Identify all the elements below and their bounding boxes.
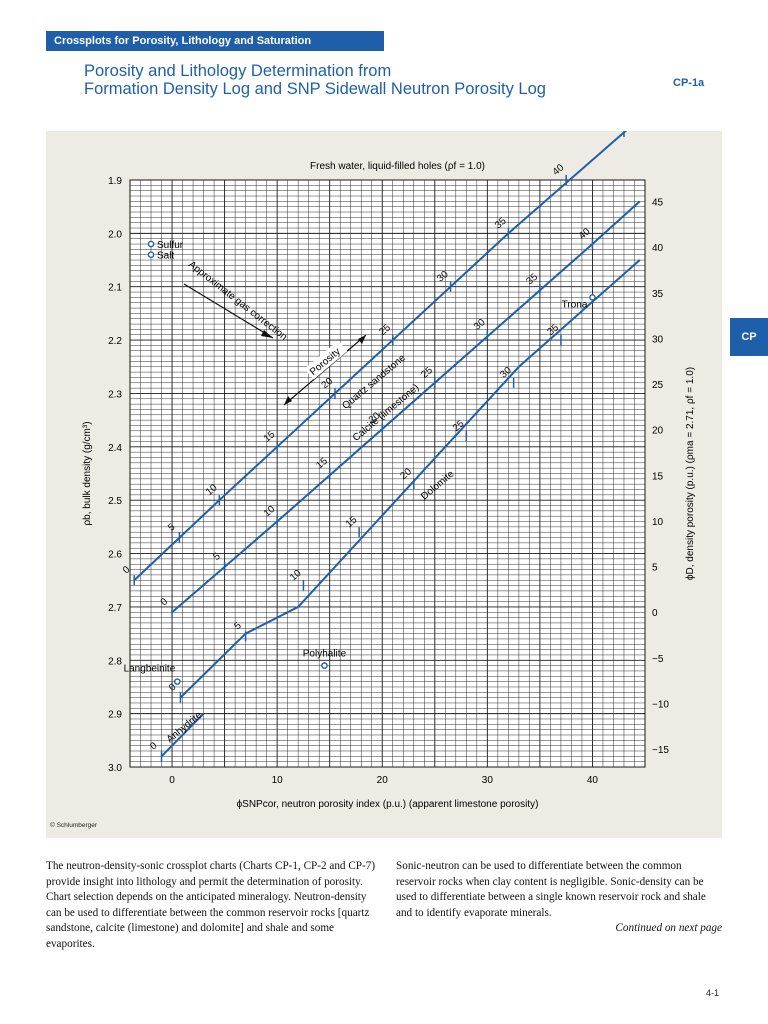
- series-porosity-label: 0: [167, 681, 179, 693]
- series-porosity-label: 0: [159, 596, 171, 608]
- y2-axis-label: ϕD, density porosity (p.u.) (ρma = 2.71,…: [685, 367, 696, 580]
- x-tick-label: 10: [272, 775, 284, 786]
- y2-tick-label: 15: [652, 471, 664, 482]
- y-tick-label: 2.2: [108, 336, 122, 347]
- title-line-1: Porosity and Lithology Determination fro…: [84, 62, 392, 80]
- x-tick-label: 40: [587, 775, 599, 786]
- y2-tick-label: 35: [652, 289, 664, 300]
- mineral-point: [147, 251, 155, 259]
- title-line-2: Formation Density Log and SNP Sidewall N…: [84, 80, 546, 98]
- cp-tab[interactable]: CP: [730, 318, 768, 356]
- series-porosity-label: 0: [148, 740, 160, 752]
- y2-tick-label: 25: [652, 380, 664, 391]
- copyright: © Schlumberger: [50, 822, 98, 829]
- y-tick-label: 3.0: [108, 763, 122, 774]
- y-tick-label: 2.1: [108, 283, 122, 294]
- mineral-point: [321, 662, 328, 669]
- porosity-arrow: [283, 334, 367, 406]
- mineral-label: Langbeinite: [124, 664, 176, 675]
- y2-tick-label: 0: [652, 608, 658, 619]
- mineral-label: Polyhalite: [303, 649, 347, 660]
- body-text-right: Sonic-neutron can be used to differentia…: [396, 860, 706, 919]
- x-axis-label: ϕSNPcor, neutron porosity index (p.u.) (…: [237, 799, 539, 810]
- x-tick-label: 20: [377, 775, 389, 786]
- y2-tick-label: 20: [652, 426, 664, 437]
- y-tick-label: 1.9: [108, 176, 122, 187]
- chart-subtitle: Fresh water, liquid-filled holes (ρf = 1…: [310, 161, 485, 172]
- porosity-label-bg: [304, 340, 348, 380]
- mineral-label: Sulfur: [157, 240, 184, 251]
- porosity-arrowhead-low: [284, 396, 292, 405]
- x-tick-label: 0: [169, 775, 175, 786]
- crossplot-chart: 0 10 20 30 40 1.9 2.0 2.1 2.2 2.3 2.4 2.5 2.6 2.7 2.8 2…: [82, 131, 696, 810]
- series-line: [133, 131, 628, 581]
- mineral-label: Salt: [157, 251, 174, 262]
- x-tick-label: 30: [482, 775, 494, 786]
- series-line: [179, 259, 641, 699]
- gas-correction-arrow: [183, 283, 274, 339]
- continued-note: Continued on next page: [615, 922, 722, 934]
- mineral-point: [589, 294, 596, 301]
- y2-tick-label: 40: [652, 243, 664, 254]
- series-porosity-label: 5: [166, 521, 178, 533]
- y-tick-label: 2.8: [108, 656, 122, 667]
- mineral-point: [173, 678, 181, 685]
- y2-tick-label: −10: [652, 699, 669, 710]
- y-tick-label: 2.4: [108, 443, 122, 454]
- y-tick-label: 2.9: [108, 710, 122, 721]
- gas-correction-arrowhead: [261, 330, 273, 338]
- y-tick-label: 2.3: [108, 389, 122, 400]
- y2-tick-label: −5: [652, 654, 664, 665]
- y2-tick-label: 10: [652, 517, 664, 528]
- body-text-left: The neutron-density-sonic crossplot char…: [46, 860, 376, 950]
- y-tick-label: 2.6: [108, 550, 122, 561]
- y2-tick-label: 45: [652, 198, 664, 209]
- series-porosity-label: 5: [211, 551, 223, 563]
- page-title: Porosity and Lithology Determination fro…: [84, 62, 664, 98]
- chart-code: CP-1a: [673, 77, 705, 89]
- section-header: Crossplots for Porosity, Lithology and S…: [46, 31, 384, 51]
- series-porosity-label: 40: [551, 162, 567, 178]
- y2-tick-label: 30: [652, 334, 664, 345]
- page-number: 4-1: [706, 988, 720, 998]
- mineral-point: [147, 240, 155, 248]
- y-tick-label: 2.7: [108, 603, 122, 614]
- y-tick-label: 2.0: [108, 229, 122, 240]
- y-axis-label: ρb, bulk density (g/cm³): [82, 421, 93, 525]
- series-porosity-label: 0: [121, 564, 133, 576]
- porosity-arrowhead-high: [358, 335, 366, 344]
- series-line: [160, 712, 205, 758]
- mineral-label: Trona: [562, 299, 588, 310]
- y2-tick-label: 5: [652, 563, 658, 574]
- chart-panel: 0 10 20 30 40 1.9 2.0 2.1 2.2 2.3 2.4 2.5 2.6 2.7 2.8 2…: [46, 131, 722, 838]
- y2-tick-label: −15: [652, 745, 669, 756]
- y-tick-label: 2.5: [108, 496, 122, 507]
- series-porosity-label: 5: [232, 620, 244, 632]
